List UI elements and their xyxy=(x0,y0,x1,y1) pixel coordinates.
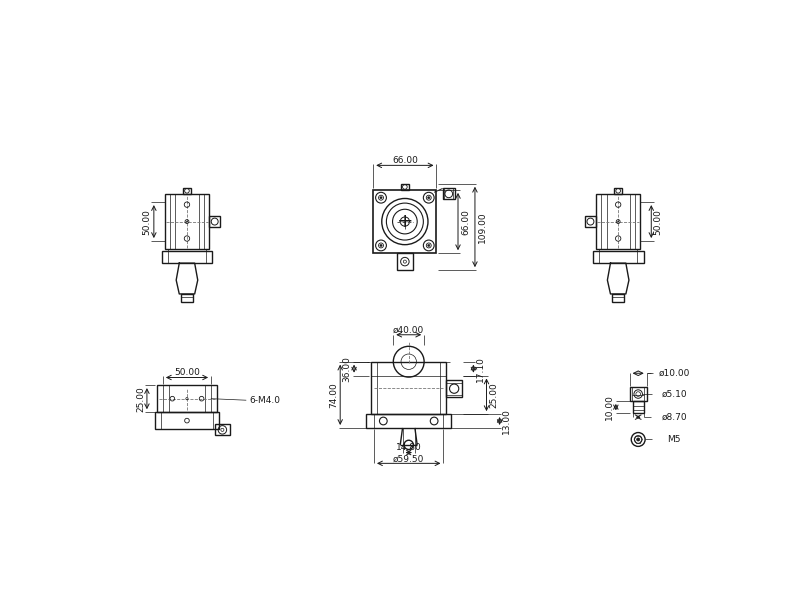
Bar xyxy=(157,385,217,412)
Bar xyxy=(371,362,446,414)
Text: 50.00: 50.00 xyxy=(174,368,200,378)
Text: +: + xyxy=(397,212,413,231)
Bar xyxy=(592,251,644,263)
Text: ø8.70: ø8.70 xyxy=(661,413,687,422)
Text: 109.00: 109.00 xyxy=(478,211,487,243)
Text: 25.00: 25.00 xyxy=(136,386,145,412)
Bar xyxy=(164,194,209,249)
Text: 17.10: 17.10 xyxy=(476,356,485,382)
Bar xyxy=(367,414,451,428)
Bar xyxy=(630,387,647,401)
Bar xyxy=(183,188,191,194)
Bar xyxy=(162,251,213,263)
Text: 14.80: 14.80 xyxy=(396,443,422,452)
Bar xyxy=(442,188,455,199)
Circle shape xyxy=(186,221,187,222)
Bar xyxy=(401,184,408,190)
Text: ø59.50: ø59.50 xyxy=(393,454,424,463)
Circle shape xyxy=(637,438,640,441)
Text: 25.00: 25.00 xyxy=(489,382,498,408)
Circle shape xyxy=(378,195,383,200)
Text: 50.00: 50.00 xyxy=(653,209,663,235)
Circle shape xyxy=(427,244,430,247)
Text: ø5.10: ø5.10 xyxy=(661,390,687,399)
Bar xyxy=(374,190,436,253)
Circle shape xyxy=(380,244,382,247)
Text: ø10.00: ø10.00 xyxy=(659,369,690,378)
Text: 36.00: 36.00 xyxy=(343,356,352,382)
Bar xyxy=(397,253,412,270)
Text: 50.00: 50.00 xyxy=(142,209,152,235)
Bar xyxy=(209,216,220,227)
Bar xyxy=(446,380,462,397)
Circle shape xyxy=(380,196,382,199)
Text: 10.00: 10.00 xyxy=(605,394,614,420)
Text: M5: M5 xyxy=(668,435,681,444)
Text: ø40.00: ø40.00 xyxy=(393,326,424,334)
Text: 66.00: 66.00 xyxy=(392,156,418,165)
Bar xyxy=(596,194,641,249)
Bar xyxy=(633,401,644,413)
Circle shape xyxy=(427,196,430,199)
Bar xyxy=(215,424,230,435)
Bar xyxy=(155,412,220,429)
Bar xyxy=(585,216,596,227)
Circle shape xyxy=(427,243,431,248)
Bar xyxy=(615,188,622,194)
Circle shape xyxy=(618,221,619,222)
Text: 66.00: 66.00 xyxy=(461,209,470,235)
Bar xyxy=(612,294,624,302)
Circle shape xyxy=(427,195,431,200)
Text: 13.00: 13.00 xyxy=(502,408,511,434)
Bar xyxy=(181,294,193,302)
Circle shape xyxy=(378,243,383,248)
Text: 6-M4.0: 6-M4.0 xyxy=(250,396,280,405)
Text: 74.00: 74.00 xyxy=(329,382,338,408)
